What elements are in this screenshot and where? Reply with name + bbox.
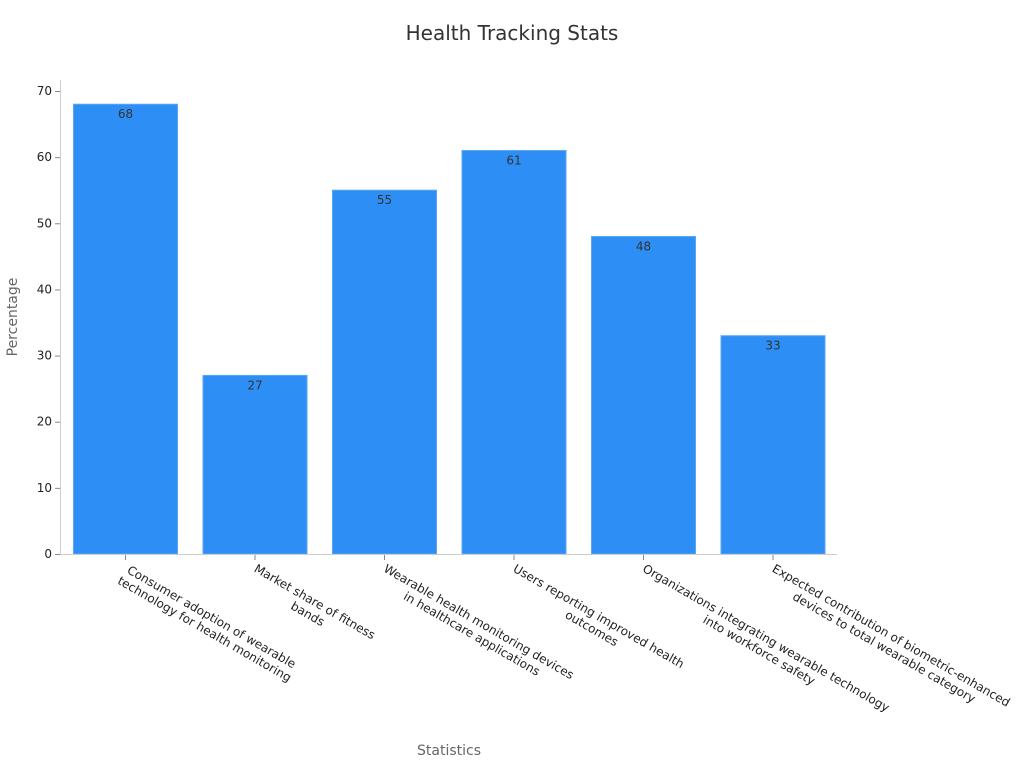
y-tick-label: 10 — [37, 481, 52, 495]
x-tick-label-line: in healthcare applications — [401, 589, 542, 679]
x-tick-label-line: devices to total wearable category — [790, 589, 978, 705]
bar — [461, 150, 567, 555]
x-axis-ticks: Consumer adoption of wearabletechnology … — [115, 554, 1013, 715]
x-axis-title: Statistics — [417, 743, 481, 759]
bar — [202, 374, 308, 555]
bar-value-label: 68 — [118, 107, 133, 121]
bar — [73, 103, 178, 555]
bar-value-label: 27 — [247, 378, 262, 392]
bar-value-label: 33 — [765, 339, 780, 353]
x-tick-label-line: Expected contribution of biometric-enhan… — [770, 561, 1013, 709]
chart-title: Health Tracking Stats — [406, 21, 619, 45]
y-axis-ticks: 0 10 20 30 40 50 60 70 — [37, 84, 60, 561]
bar-value-label: 61 — [506, 154, 521, 168]
y-tick-label: 30 — [37, 349, 52, 363]
bar-value-label: 55 — [377, 193, 392, 207]
y-tick-label: 70 — [37, 84, 52, 98]
y-axis-title: Percentage — [5, 278, 21, 357]
bar-value-label: 48 — [636, 240, 651, 254]
x-tick-label: Organizations integrating wearable techn… — [640, 561, 892, 714]
bar — [332, 189, 437, 555]
y-tick-label: 40 — [37, 282, 52, 296]
x-tick-label: Expected contribution of biometric-enhan… — [770, 561, 1013, 709]
bar — [720, 335, 826, 555]
x-tick-label-line: Market share of fitness — [252, 561, 378, 642]
y-tick-label: 20 — [37, 415, 52, 429]
y-tick-label: 60 — [37, 150, 52, 164]
y-tick-label: 0 — [44, 547, 52, 561]
bar — [591, 236, 696, 555]
value-labels-group: 68 27 55 61 48 33 — [118, 107, 781, 392]
x-tick-label-line: technology for health monitoring — [115, 574, 294, 685]
bars-group — [73, 103, 826, 555]
y-tick-label: 50 — [37, 216, 52, 230]
